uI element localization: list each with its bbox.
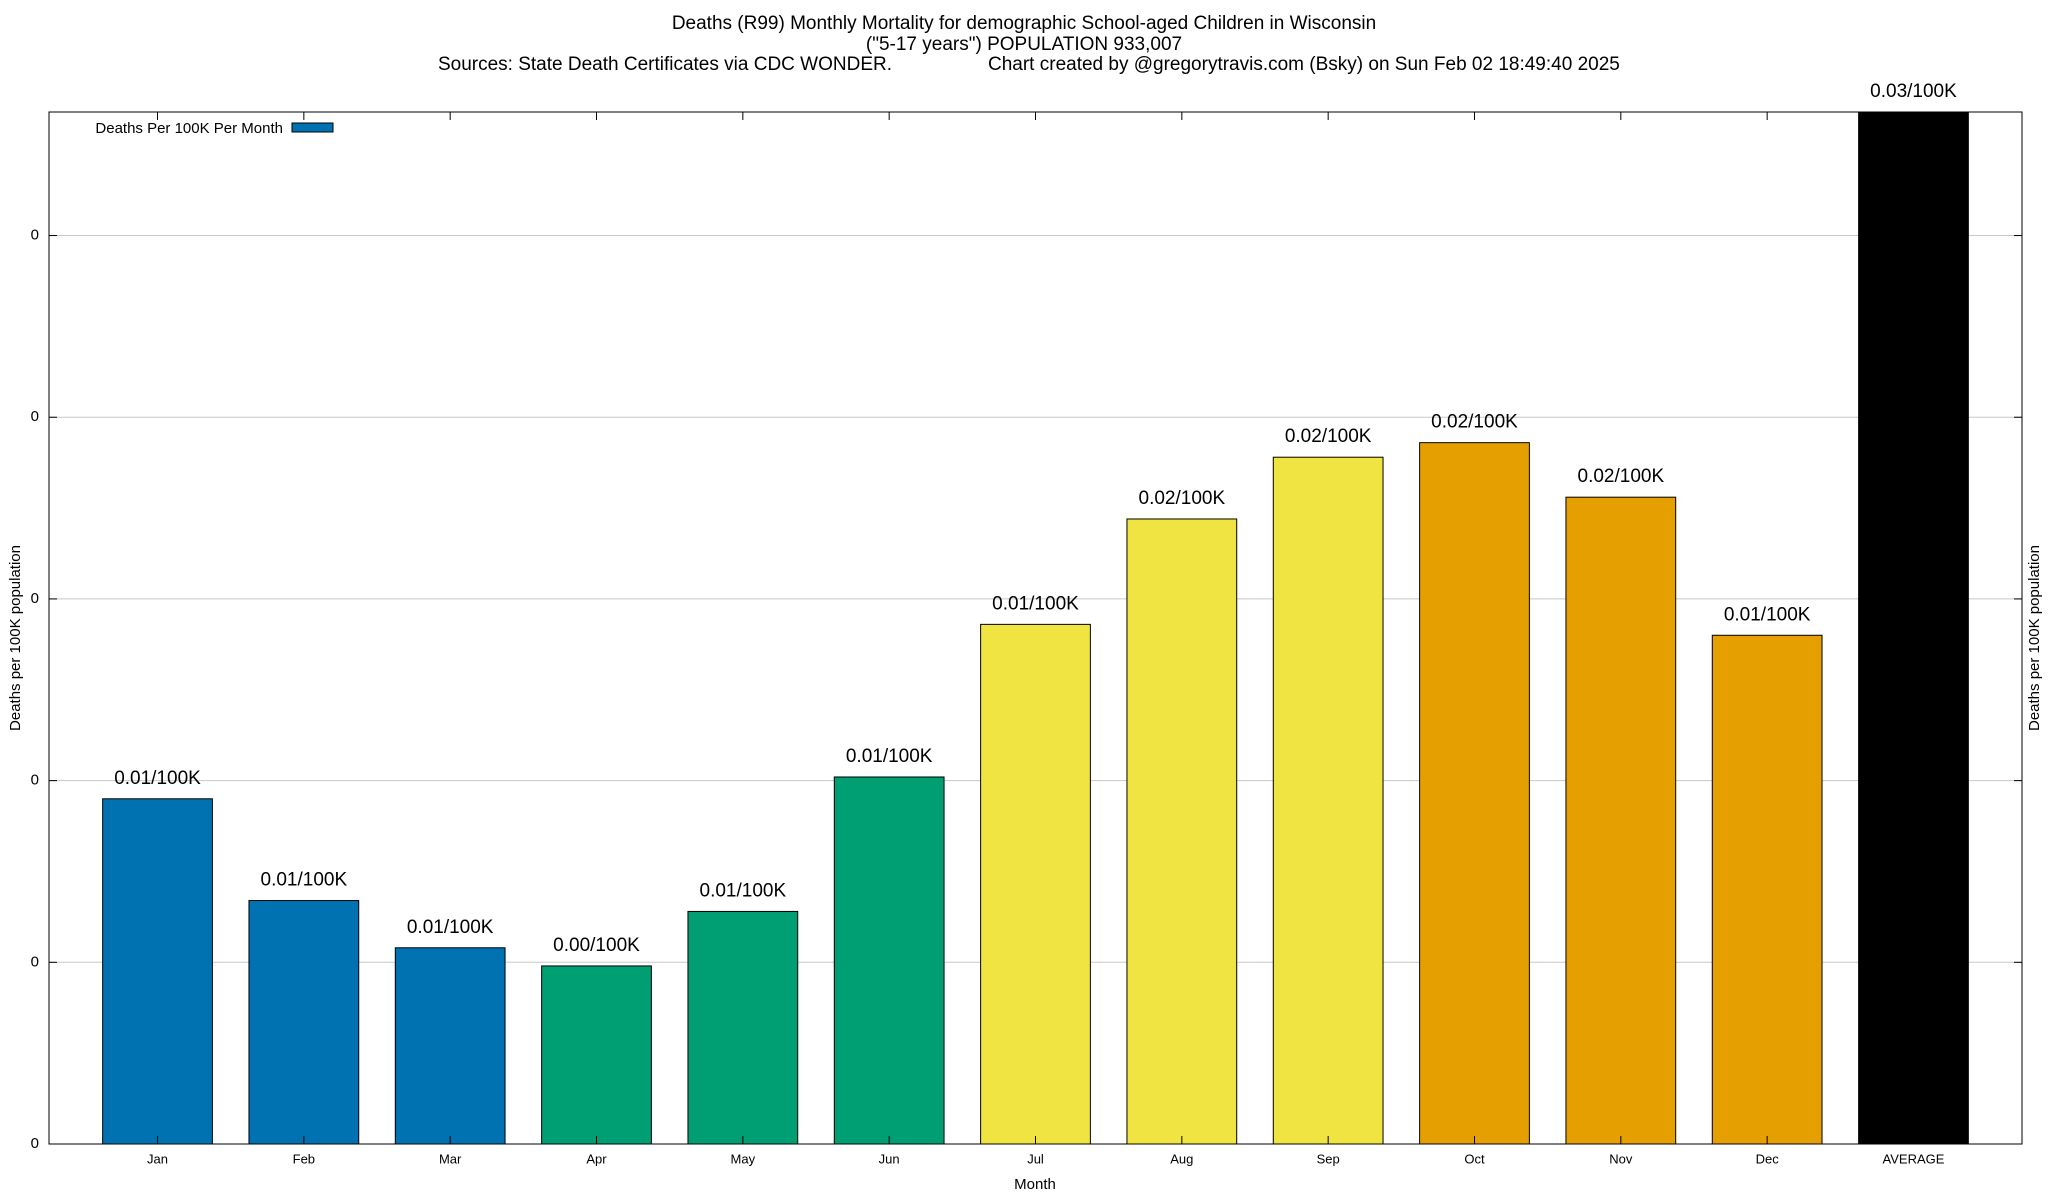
y-axis-label: Deaths per 100K population [7, 545, 24, 731]
value-label: 0.02/100K [1139, 488, 1226, 509]
x-tick-label: Oct [1464, 1151, 1485, 1166]
bar [980, 623, 1091, 1144]
x-tick-label: AVERAGE [1883, 1151, 1945, 1166]
y-tick-label: 0 [31, 590, 39, 607]
bar [1419, 442, 1530, 1144]
x-tick-label: Aug [1170, 1151, 1193, 1166]
value-label: 0.01/100K [992, 593, 1079, 614]
value-label: 0.02/100K [1578, 466, 1665, 487]
credit: Chart created by @gregorytravis.com (Bsk… [988, 54, 1620, 75]
bar [1126, 518, 1238, 1144]
bar [1858, 112, 1969, 1144]
bar [102, 798, 213, 1144]
legend-swatch [291, 122, 334, 133]
bar [248, 900, 360, 1144]
value-label: 0.01/100K [1724, 604, 1811, 625]
x-axis-label: Month [1014, 1176, 1056, 1193]
x-tick-label: May [731, 1151, 756, 1166]
y2-axis-label: Deaths per 100K population [2026, 545, 2043, 731]
bar [1711, 634, 1823, 1144]
y-tick-label: 0 [31, 227, 39, 244]
legend-label: Deaths Per 100K Per Month [95, 120, 283, 137]
value-label: 0.01/100K [407, 917, 494, 938]
value-label: 0.03/100K [1870, 81, 1957, 102]
plot-area [102, 112, 1969, 1144]
value-label: 0.01/100K [846, 746, 933, 767]
x-tick-label: Nov [1609, 1151, 1633, 1166]
sources: Sources: State Death Certificates via CD… [438, 54, 892, 75]
x-tick-label: Apr [586, 1151, 607, 1166]
bar [687, 910, 799, 1144]
bar [1272, 456, 1384, 1144]
bar [1565, 496, 1677, 1144]
bar [541, 965, 652, 1144]
y-tick-label: 0 [31, 953, 39, 970]
chart-subtitle: ("5-17 years") POPULATION 933,007 [866, 34, 1182, 55]
x-tick-label: Jan [147, 1151, 168, 1166]
value-label: 0.01/100K [700, 880, 787, 901]
value-label: 0.02/100K [1285, 426, 1372, 447]
value-label: 0.02/100K [1431, 412, 1518, 433]
bar [833, 776, 945, 1144]
x-tick-label: Jun [879, 1151, 900, 1166]
x-tick-label: Jul [1027, 1151, 1044, 1166]
plot-frame [48, 111, 2023, 1145]
y-tick-label: 0 [31, 772, 39, 789]
y-tick-label: 0 [31, 408, 39, 425]
value-label: 0.00/100K [553, 935, 640, 956]
x-tick-label: Dec [1756, 1151, 1780, 1166]
value-label: 0.01/100K [261, 870, 348, 891]
chart-title: Deaths (R99) Monthly Mortality for demog… [672, 13, 1376, 34]
y-tick-label: 0 [31, 1135, 39, 1152]
value-label: 0.01/100K [114, 768, 201, 789]
x-tick-label: Feb [293, 1151, 315, 1166]
bar [394, 947, 506, 1144]
x-tick-label: Sep [1317, 1151, 1340, 1166]
legend: Deaths Per 100K Per Month [95, 120, 334, 137]
x-tick-label: Mar [439, 1151, 462, 1166]
